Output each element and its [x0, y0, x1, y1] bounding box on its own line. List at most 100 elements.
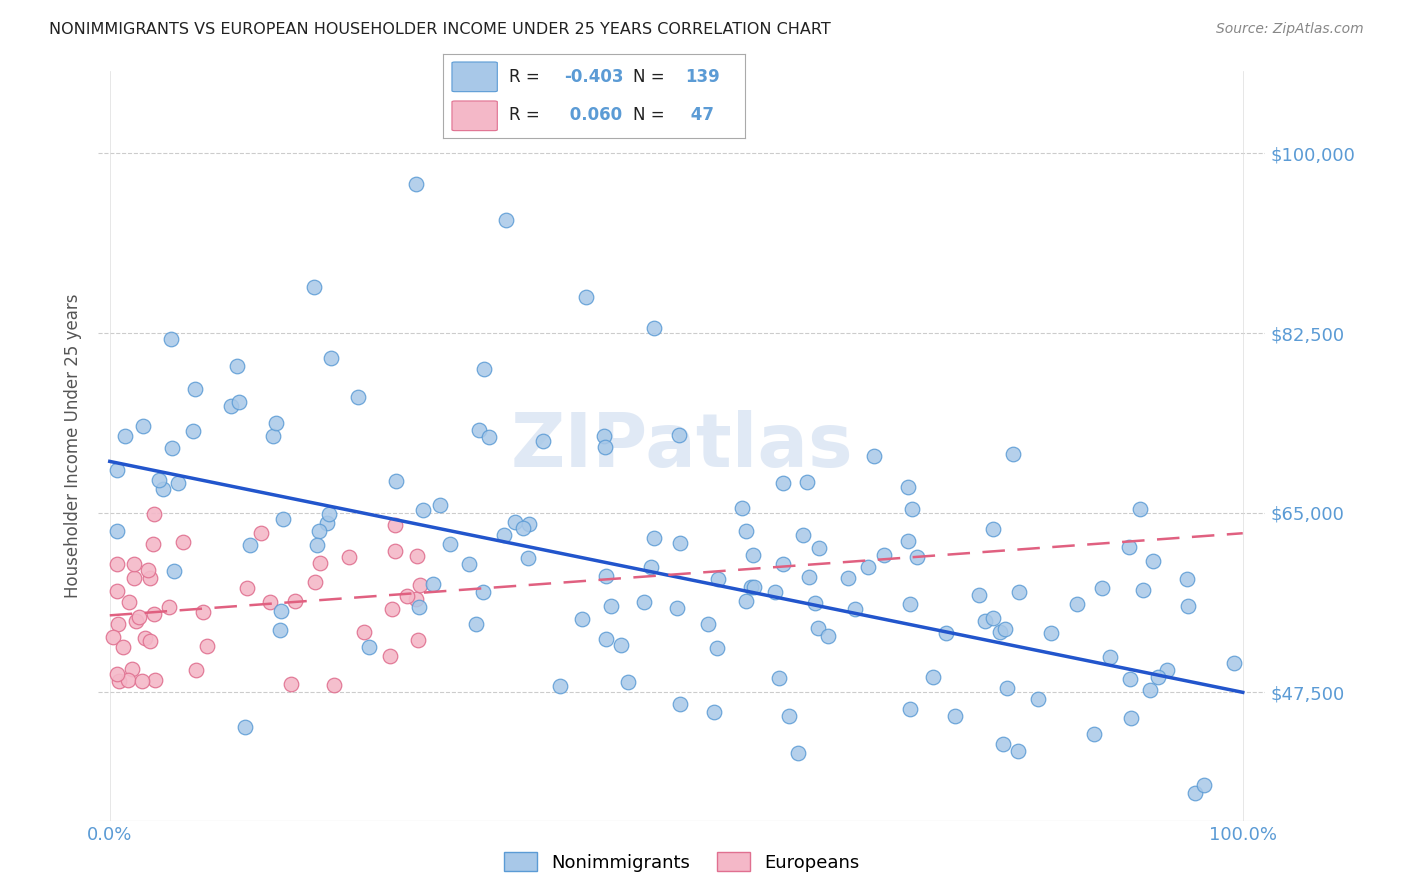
Point: [122, 571, 145, 585]
Point: [796, 475, 818, 489]
Point: [439, 536, 461, 550]
Point: [817, 629, 839, 643]
Point: [593, 441, 616, 455]
Point: [495, 213, 517, 227]
Point: [269, 623, 291, 637]
Point: [1129, 502, 1152, 516]
Point: [284, 594, 307, 608]
Point: [270, 604, 292, 618]
Point: [172, 535, 194, 549]
Point: [105, 583, 128, 598]
Point: [517, 517, 540, 532]
Point: [703, 705, 725, 719]
Point: [1223, 656, 1246, 670]
Point: [993, 737, 1015, 751]
Point: [863, 450, 886, 464]
Point: [772, 476, 794, 491]
Point: [668, 428, 690, 442]
Point: [897, 533, 920, 548]
Text: N =: N =: [633, 68, 671, 86]
Point: [734, 524, 756, 539]
Point: [1139, 683, 1161, 698]
Text: 0.060: 0.060: [564, 106, 621, 124]
Point: [837, 570, 859, 584]
Point: [922, 670, 945, 684]
Point: [125, 614, 148, 628]
Point: [134, 631, 156, 645]
Point: [107, 616, 129, 631]
Point: [983, 522, 1005, 536]
Point: [117, 673, 139, 687]
Point: [1121, 710, 1143, 724]
Point: [697, 617, 720, 632]
Legend: Nonimmigrants, Europeans: Nonimmigrants, Europeans: [498, 846, 866, 879]
Point: [901, 501, 924, 516]
Point: [184, 663, 207, 677]
Point: [302, 280, 325, 294]
Point: [353, 624, 375, 639]
Point: [163, 565, 186, 579]
Point: [166, 476, 188, 491]
Point: [429, 498, 451, 512]
Point: [610, 638, 633, 652]
Point: [405, 591, 427, 606]
Point: [468, 423, 491, 437]
Point: [1040, 625, 1063, 640]
Point: [107, 673, 129, 688]
Point: [457, 557, 479, 571]
Point: [131, 673, 153, 688]
Point: [742, 548, 765, 562]
Point: [731, 501, 754, 516]
Point: [571, 612, 593, 626]
Point: [1118, 672, 1140, 686]
Point: [734, 593, 756, 607]
Point: [143, 507, 166, 521]
Point: [309, 556, 332, 570]
Point: [844, 602, 866, 616]
Point: [898, 597, 921, 611]
Point: [981, 611, 1004, 625]
Point: [943, 708, 966, 723]
Point: [266, 417, 288, 431]
Point: [599, 599, 621, 614]
Point: [323, 678, 346, 692]
Point: [359, 640, 381, 655]
Point: [337, 550, 360, 565]
Point: [138, 563, 160, 577]
Point: [478, 430, 501, 444]
Point: [668, 697, 690, 711]
Point: [1083, 727, 1105, 741]
Y-axis label: Householder Income Under 25 years: Householder Income Under 25 years: [65, 293, 83, 599]
Point: [219, 399, 242, 413]
Point: [381, 602, 404, 616]
Point: [1156, 663, 1178, 677]
Point: [406, 632, 429, 647]
Point: [159, 332, 181, 346]
Point: [138, 571, 160, 585]
Point: [118, 595, 141, 609]
Text: ZIPatlas: ZIPatlas: [510, 409, 853, 483]
Point: [105, 666, 128, 681]
Point: [225, 359, 247, 374]
Text: R =: R =: [509, 106, 546, 124]
Text: 139: 139: [685, 68, 720, 86]
Point: [142, 537, 165, 551]
Point: [807, 541, 830, 555]
Point: [666, 601, 689, 615]
Point: [593, 429, 616, 443]
Point: [346, 391, 368, 405]
Point: [512, 521, 534, 535]
Point: [315, 516, 337, 531]
Point: [1177, 599, 1199, 614]
Point: [181, 425, 204, 439]
Point: [239, 538, 262, 552]
Point: [763, 585, 786, 599]
Point: [897, 480, 920, 494]
Point: [595, 568, 617, 582]
Point: [772, 558, 794, 572]
Point: [1175, 573, 1198, 587]
Point: [321, 351, 343, 365]
Point: [1007, 744, 1029, 758]
Point: [575, 290, 598, 304]
Text: NONIMMIGRANTS VS EUROPEAN HOUSEHOLDER INCOME UNDER 25 YEARS CORRELATION CHART: NONIMMIGRANTS VS EUROPEAN HOUSEHOLDER IN…: [49, 22, 831, 37]
